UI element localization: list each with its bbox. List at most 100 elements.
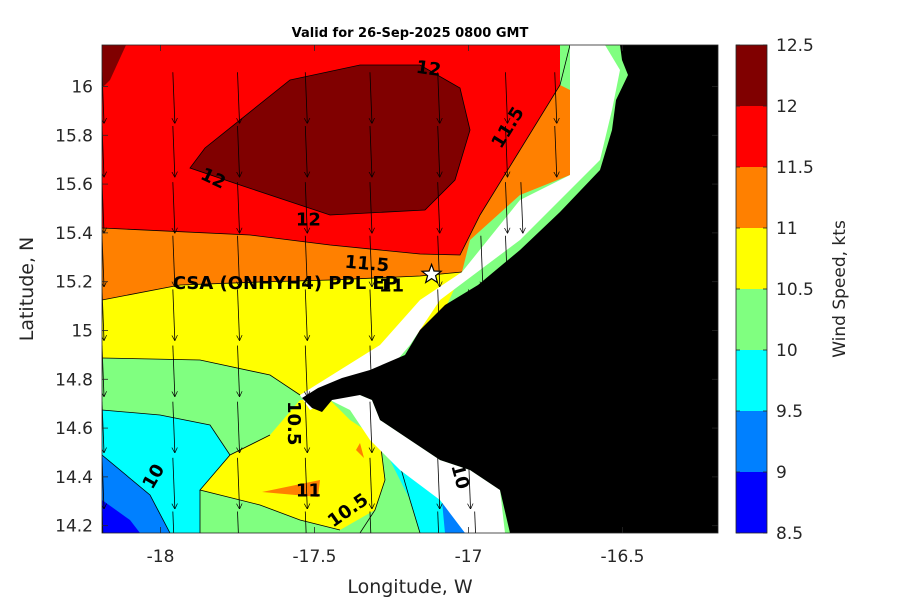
wind-arrow [438, 125, 440, 177]
wind-arrow [369, 511, 372, 533]
wind-arrow [370, 182, 372, 233]
wind-arrow [469, 457, 471, 509]
colorbar-swatch [736, 106, 767, 167]
wind-arrow [238, 345, 240, 397]
colorbar-swatch [736, 228, 767, 289]
wind-arrow [173, 289, 175, 340]
wind-arrow [173, 401, 175, 453]
wind-arrow [481, 235, 483, 287]
colorbar-tick-label: 8.5 [776, 524, 803, 544]
x-axis-ticks: -18 -17.5 -17 -16.5 [147, 45, 645, 567]
x-axis-label: Longitude, W [347, 576, 473, 598]
wind-arrow [238, 72, 240, 123]
wind-arrow [555, 125, 557, 177]
colorbar-swatch [736, 350, 767, 411]
y-axis-ticks: 14.2 14.4 14.6 14.8 15 15.2 15.4 15.6 15.8 16 [55, 77, 718, 537]
colorbar-tick-label: 11 [776, 219, 798, 239]
colorbar-tick-label: 9 [776, 463, 787, 483]
colorbar-tick-label: 12.5 [776, 36, 814, 56]
wind-arrow [238, 235, 240, 287]
wind-arrow [238, 289, 240, 340]
colorbar-swatch [736, 411, 767, 472]
wind-arrow [304, 511, 307, 533]
wind-arrow [237, 511, 239, 533]
band-8.5-9 [102, 500, 140, 533]
contour-label: 11 [379, 276, 404, 297]
y-tick-label: 14.4 [55, 468, 93, 488]
wind-arrow [474, 511, 476, 533]
colorbar-swatch [736, 472, 767, 533]
y-tick-label: 14.6 [55, 419, 93, 439]
wind-arrow [438, 457, 440, 509]
wind-arrow [238, 457, 240, 509]
wind-arrow [521, 182, 523, 233]
contour-label: 12 [296, 210, 321, 231]
wind-arrow [555, 72, 557, 123]
y-tick-label: 14.8 [55, 370, 93, 390]
y-tick-label: 15.6 [55, 175, 93, 195]
y-tick-label: 16 [71, 77, 93, 97]
wind-arrow [173, 457, 175, 509]
band-11-11.5-patch [262, 480, 320, 497]
colorbar-tick-label: 10 [776, 341, 798, 361]
wind-arrow [370, 401, 372, 453]
y-tick-label: 15.8 [55, 126, 93, 146]
y-tick-label: 15 [71, 321, 93, 341]
wind-arrow [305, 125, 307, 177]
x-tick-label: -16.5 [601, 547, 645, 567]
wind-arrow [370, 125, 372, 177]
contour-label: 11.5 [344, 252, 390, 277]
band-10.5-11-south [200, 400, 385, 530]
x-tick-label: -17 [455, 547, 483, 567]
colorbar-tick-label: 9.5 [776, 402, 803, 422]
wind-arrow [173, 72, 175, 123]
station-marker: CSA (ONHYH4) PPL EP [173, 262, 443, 294]
band-11-11.5 [102, 85, 570, 300]
y-tick-label: 14.2 [55, 517, 93, 537]
wind-arrow [438, 235, 440, 287]
y-axis-label: Latitude, N [16, 237, 38, 342]
wind-arrow [370, 457, 372, 509]
wind-arrow [238, 401, 240, 453]
wind-arrow [305, 72, 307, 123]
wind-arrow [305, 345, 307, 397]
y-tick-label: 15.4 [55, 224, 93, 244]
contour-label: 10.5 [283, 401, 304, 445]
colorbar-swatch [736, 289, 767, 350]
colorbar-swatch [736, 45, 767, 106]
wind-arrow [505, 125, 507, 177]
wind-arrow [469, 289, 471, 340]
x-tick-label: -17.5 [293, 547, 337, 567]
wind-arrow [438, 401, 440, 453]
wind-arrows [102, 72, 557, 533]
y-tick-label: 15.2 [55, 273, 93, 293]
wind-arrow [469, 401, 471, 453]
wind-arrow [305, 182, 307, 233]
coastal-strip [300, 45, 620, 533]
colorbar-swatch [736, 167, 767, 228]
contour-label: 11 [296, 481, 321, 502]
wind-arrow [172, 511, 175, 533]
land-mass [302, 45, 718, 533]
band-12-12.5 [102, 45, 126, 88]
wind-arrow [438, 289, 440, 340]
wind-arrow [305, 401, 307, 453]
wind-arrow [437, 511, 439, 533]
band-10.5-11 [102, 272, 462, 395]
wind-arrow [305, 457, 307, 509]
contour-label: 12 [415, 57, 443, 81]
wind-arrow [370, 235, 372, 287]
wind-arrow [505, 235, 507, 287]
wind-arrow [438, 182, 440, 233]
x-tick-label: -18 [147, 547, 175, 567]
colorbar: 8.5 9 9.5 10 10.5 11 11.5 12 12.5 [735, 36, 814, 544]
band-11-11.5-patch2 [356, 443, 364, 458]
wind-arrow [438, 72, 440, 123]
station-label: CSA (ONHYH4) PPL EP [173, 273, 398, 294]
station-star-icon [420, 262, 443, 284]
colorbar-tick-label: 11.5 [776, 158, 814, 178]
colorbar-tick-label: 12 [776, 97, 798, 117]
wind-arrow [238, 182, 240, 233]
wind-arrow [173, 345, 175, 397]
